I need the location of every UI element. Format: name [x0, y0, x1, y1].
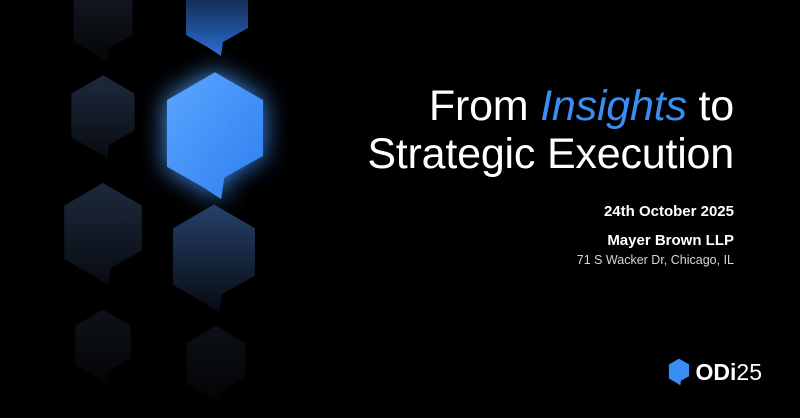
odi-logo: ODi25 — [668, 358, 762, 386]
logo-year: 25 — [736, 359, 762, 385]
headline-line-2: Strategic Execution — [367, 130, 734, 178]
speech-bubble-icon — [75, 309, 131, 384]
speech-bubble-icon — [64, 183, 142, 286]
speech-bubble-icon — [173, 204, 255, 313]
speech-bubble-icon — [186, 325, 246, 404]
speech-bubble-icon — [166, 72, 264, 200]
speech-bubble-icon — [71, 75, 135, 159]
event-date: 24th October 2025 — [603, 203, 734, 220]
headline: From Insights to Strategic Execution — [274, 82, 734, 178]
headline-line-1: From Insights to — [428, 82, 734, 130]
logo-brand: ODi — [695, 359, 737, 385]
speech-bubble-icon — [186, 0, 248, 56]
speech-bubble-icon — [668, 358, 689, 386]
venue-name: Mayer Brown LLP — [607, 232, 734, 249]
logo-text: ODi25 — [696, 360, 762, 384]
venue-address: 71 S Wacker Dr, Chicago, IL — [576, 253, 734, 267]
headline-accent: Insights — [540, 82, 687, 130]
decorative-bubble-pattern — [64, 0, 264, 404]
speech-bubble-icon — [73, 0, 133, 62]
